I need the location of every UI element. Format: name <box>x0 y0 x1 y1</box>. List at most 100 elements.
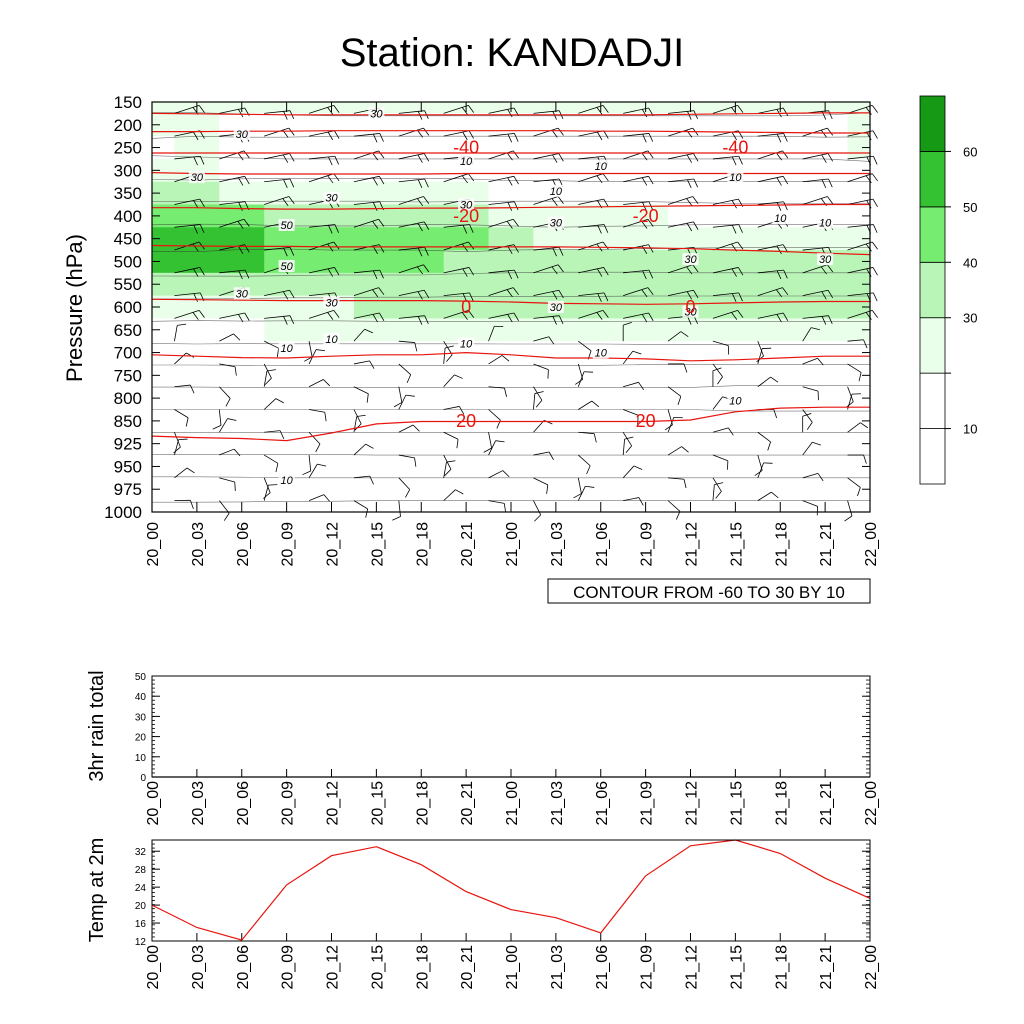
wind-speed-cell <box>152 295 176 319</box>
wind-speed-cell <box>623 318 669 342</box>
wind-barb-flag <box>692 196 699 204</box>
x-tick-label: 21_00 <box>504 781 521 826</box>
wind-barb <box>353 443 366 456</box>
wind-barb <box>577 486 586 501</box>
pressure-tick-label: 800 <box>114 389 142 408</box>
wind-barb-flag <box>225 398 231 407</box>
wind-barb-flag <box>461 107 468 115</box>
time-tick-label: 20_12 <box>325 522 342 567</box>
wind-barb-flag <box>648 133 654 142</box>
wind-speed-cell <box>757 409 804 433</box>
wind-speed-cell <box>712 136 759 160</box>
wind-speed-cell <box>398 272 445 297</box>
wind-barb-flag <box>552 316 557 325</box>
wind-barb-flag <box>731 131 737 141</box>
wind-barb-flag <box>783 201 788 211</box>
wind-barb-flag <box>677 396 682 406</box>
wind-barb-flag <box>356 414 366 417</box>
wind-barb <box>533 264 559 274</box>
wind-speed-cell <box>578 227 624 251</box>
wind-barb <box>623 381 639 388</box>
wind-barb-flag <box>573 493 582 499</box>
x-tick-label: 21_15 <box>728 945 745 990</box>
wind-barb-flag <box>276 348 279 358</box>
wind-barb-flag <box>507 314 513 323</box>
wind-barb <box>623 133 650 137</box>
wind-contour-label: 30 <box>325 193 338 205</box>
wind-barb <box>308 267 335 274</box>
x-tick-label: 20_06 <box>235 945 252 990</box>
wind-barb <box>847 309 873 319</box>
wind-barb-flag <box>459 406 465 415</box>
wind-barb <box>398 315 425 319</box>
wind-speed-cell <box>578 204 624 228</box>
wind-barb <box>577 371 585 387</box>
wind-barb <box>353 500 368 510</box>
wind-barb-flag <box>714 482 724 486</box>
wind-barb-flag <box>802 413 812 417</box>
wind-speed-cell <box>623 455 669 479</box>
wind-barb-flag <box>468 310 475 318</box>
wind-barb <box>174 292 201 297</box>
wind-speed-cell <box>757 363 804 388</box>
wind-speed-isoline <box>151 271 870 277</box>
isotherm-label: 20 <box>456 411 476 431</box>
wind-speed-cell <box>847 477 871 502</box>
wind-barb <box>219 218 245 228</box>
wind-barb <box>712 363 723 377</box>
wind-barb <box>443 241 469 251</box>
wind-speed-cell <box>174 295 220 319</box>
wind-barb <box>712 224 739 228</box>
wind-barb-flag <box>461 243 468 252</box>
wind-barb-flag <box>648 176 654 185</box>
wind-barb <box>802 500 818 507</box>
wind-barb <box>578 198 604 205</box>
wind-contour-label: 10 <box>774 213 787 225</box>
wind-speed-cell <box>578 136 624 160</box>
wind-speed-cell <box>533 204 579 228</box>
wind-barb <box>623 150 649 160</box>
wind-contour-label: 10 <box>819 218 832 230</box>
wind-speed-cell <box>578 363 624 388</box>
x-tick-label: 21_06 <box>594 781 611 826</box>
wind-barb <box>533 451 550 456</box>
wind-barb <box>219 150 245 160</box>
wind-speed-cell <box>847 113 871 137</box>
wind-speed-cell <box>443 455 490 479</box>
wind-barb-flag <box>513 312 519 321</box>
wind-barb <box>533 386 543 401</box>
wind-barb-flag <box>551 266 558 275</box>
wind-barb-flag <box>844 515 853 522</box>
wind-barb <box>622 432 633 447</box>
wind-barb-flag <box>405 394 415 397</box>
wind-speed-cell <box>152 409 176 433</box>
wind-barb <box>623 409 639 416</box>
wind-speed-cell <box>174 477 220 502</box>
wind-barb-flag <box>324 412 327 422</box>
wind-contour-label: 10 <box>595 348 608 360</box>
wind-barb-flag <box>647 150 654 159</box>
wind-barb <box>309 224 335 228</box>
wind-barb <box>847 267 874 274</box>
wind-barb <box>264 315 291 319</box>
wind-barb-flag <box>244 269 250 279</box>
wind-barb <box>353 386 369 395</box>
wind-barb <box>533 196 559 205</box>
wind-speed-cell <box>668 113 714 137</box>
x-tick-label: 20_21 <box>459 781 476 826</box>
wind-barb <box>668 178 694 183</box>
wind-barb-flag <box>282 291 289 300</box>
wind-barb <box>353 475 370 479</box>
wind-speed-cell <box>802 136 849 160</box>
wind-barb <box>398 196 424 205</box>
isotherm-label: -40 <box>722 138 748 158</box>
wind-contour-label: 10 <box>281 475 294 487</box>
wind-barb <box>623 312 649 319</box>
wind-speed-cell <box>533 386 579 411</box>
wind-speed-cell <box>757 181 804 206</box>
wind-speed-cell <box>847 341 871 365</box>
wind-speed-cell <box>802 341 849 365</box>
wind-speed-cell <box>174 432 220 456</box>
wind-barb-flag <box>244 176 250 185</box>
